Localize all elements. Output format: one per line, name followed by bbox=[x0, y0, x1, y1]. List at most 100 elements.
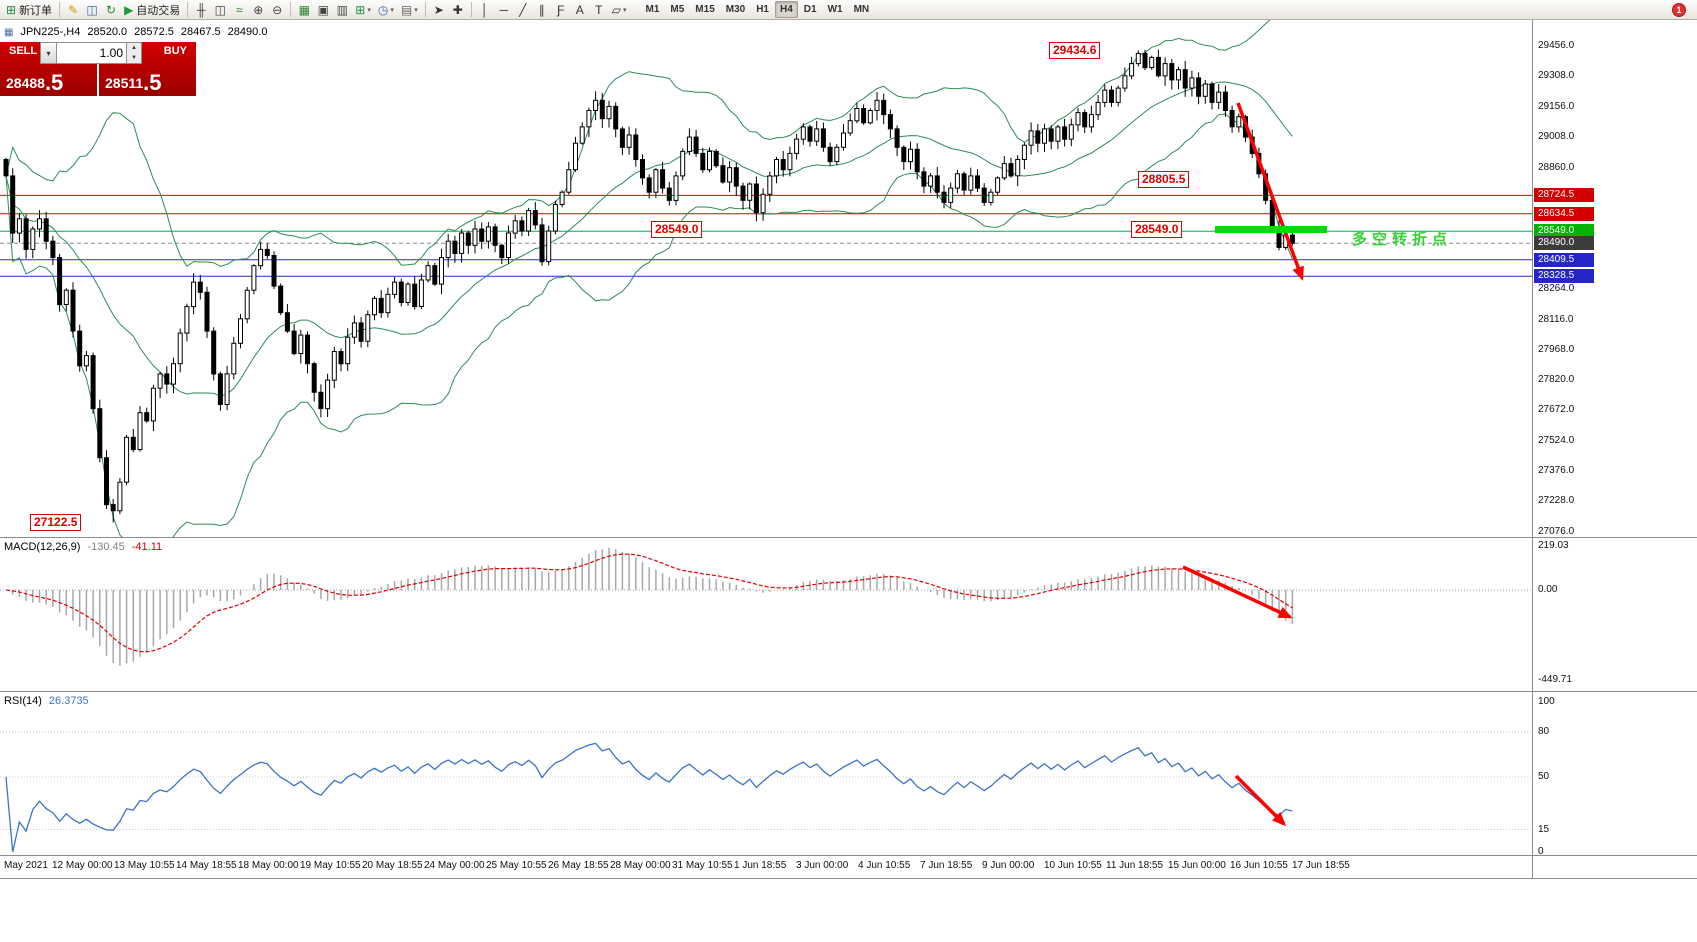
zoom-out-button[interactable]: ⊖ bbox=[268, 1, 286, 19]
price-tag: 28328.5 bbox=[1534, 269, 1594, 283]
cursor-button[interactable]: ➤ bbox=[430, 1, 448, 19]
vertical-line-button[interactable]: │ bbox=[476, 1, 494, 19]
crosshair-icon: ✚ bbox=[452, 2, 463, 17]
price-tag: 28634.5 bbox=[1534, 207, 1594, 221]
arrange-windows-button[interactable]: ▣ bbox=[314, 1, 332, 19]
timeframe-H1[interactable]: H1 bbox=[756, 4, 769, 15]
price-axis-tick: 27968.0 bbox=[1538, 344, 1575, 355]
zoom-out-icon: ⊖ bbox=[272, 2, 283, 17]
rsi-axis-tick: 0 bbox=[1538, 846, 1544, 857]
volume-increase-button[interactable]: ▲ bbox=[131, 45, 137, 51]
text-label-button[interactable]: T bbox=[590, 1, 608, 19]
sell-label: SELL bbox=[9, 45, 38, 57]
text-button[interactable]: A bbox=[571, 1, 589, 19]
grid-icon: ▦ bbox=[298, 2, 310, 17]
bollinger-lower-band[interactable] bbox=[5, 113, 1293, 538]
level-price-label-28549-left[interactable]: 28549.0 bbox=[651, 221, 703, 238]
timeframe-MN[interactable]: MN bbox=[853, 4, 870, 15]
rsi-panel[interactable]: RSI(14) 26.3735 bbox=[0, 692, 1532, 855]
price-axis-tick: 28860.0 bbox=[1538, 162, 1575, 173]
timeframe-H4[interactable]: H4 bbox=[775, 1, 798, 18]
time-axis-label: 31 May 10:55 bbox=[672, 860, 733, 871]
horizontal-line-icon: ─ bbox=[499, 2, 508, 17]
tile-windows-button[interactable]: ▥ bbox=[333, 1, 351, 19]
price-axis[interactable]: 29456.0 29308.0 29156.0 29008.0 28860.0 28264… bbox=[1532, 20, 1697, 878]
bollinger-upper-band[interactable] bbox=[5, 20, 1292, 267]
time-axis-label: 18 May 00:00 bbox=[238, 860, 299, 871]
macd-chart[interactable] bbox=[0, 538, 1532, 692]
refresh-icon: ↻ bbox=[106, 2, 117, 17]
rsi-axis-tick: 15 bbox=[1538, 824, 1550, 835]
period-button[interactable]: ◷ ▾ bbox=[375, 1, 397, 19]
panel-separator[interactable] bbox=[0, 537, 1697, 538]
metaeditor-button[interactable]: ✎ bbox=[64, 1, 82, 19]
candles bbox=[3, 49, 1295, 523]
toolbar: ⊞ 新订单 ✎ ◫ ↻ ▶ 自动交易 ╫ ◫ ≈ ⊕ ⊖ ▦ ▣ ▥ ⊞ ▾ ◷ ▾ ▤ ▾ ➤ ✚ │ ─ ╱ ∥ Ƒ A T ▱ ▾ M1… bbox=[0, 0, 1697, 20]
open-value: 28520.0 bbox=[87, 26, 128, 38]
timeframe-W1[interactable]: W1 bbox=[827, 4, 843, 15]
timeframe-D1[interactable]: D1 bbox=[803, 4, 817, 15]
pivot-highlight-segment[interactable] bbox=[1215, 226, 1327, 233]
bull-bear-turning-point-note[interactable]: 多空转折点 bbox=[1352, 231, 1453, 248]
time-axis-label: 25 May 10:55 bbox=[486, 860, 547, 871]
line-chart-icon: ≈ bbox=[236, 2, 243, 17]
toolbar-separator bbox=[470, 2, 472, 17]
shapes-icon: ▱ bbox=[611, 2, 621, 17]
timeframe-group: M1 M5 M15 M30 H1 H4 D1 W1 MN bbox=[640, 1, 874, 18]
time-axis-label: 15 Jun 00:00 bbox=[1168, 860, 1226, 871]
chart-ohlc-info: ▦ JPN225-,H4 28520.0 28572.5 28467.5 284… bbox=[4, 26, 267, 38]
chevron-down-icon: ▾ bbox=[390, 6, 394, 14]
volume-decrease-button[interactable]: ▼ bbox=[131, 55, 137, 61]
toolbar-separator bbox=[424, 2, 426, 17]
main-chart-panel[interactable]: ▦ JPN225-,H4 28520.0 28572.5 28467.5 284… bbox=[0, 20, 1532, 538]
candlestick-chart-button[interactable]: ◫ bbox=[211, 1, 229, 19]
time-axis[interactable]: May 2021 12 May 00:00 13 May 10:55 14 May 1… bbox=[0, 856, 1532, 878]
timeframe-M1[interactable]: M1 bbox=[645, 4, 660, 15]
high-price-label[interactable]: 29434.6 bbox=[1049, 42, 1101, 59]
grid-button[interactable]: ▦ bbox=[295, 1, 313, 19]
time-axis-label: 17 Jun 18:55 bbox=[1292, 860, 1350, 871]
rsi-chart[interactable] bbox=[0, 692, 1532, 855]
bollinger-middle-band[interactable] bbox=[5, 81, 1293, 397]
new-chart-button[interactable]: ⊞ ▾ bbox=[352, 1, 374, 19]
level-price-label-28805[interactable]: 28805.5 bbox=[1138, 171, 1190, 188]
macd-signal-line bbox=[5, 553, 1293, 653]
zoom-in-button[interactable]: ⊕ bbox=[249, 1, 267, 19]
trend-arrow[interactable] bbox=[1236, 102, 1304, 281]
refresh-button[interactable]: ↻ bbox=[102, 1, 120, 19]
new-order-button[interactable]: ⊞ 新订单 bbox=[6, 2, 53, 17]
trendline-button[interactable]: ╱ bbox=[514, 1, 532, 19]
notification-badge[interactable]: 1 bbox=[1672, 2, 1686, 17]
line-chart-button[interactable]: ≈ bbox=[230, 1, 248, 19]
price-axis-tick: 29456.0 bbox=[1538, 40, 1575, 51]
low-price-label[interactable]: 27122.5 bbox=[30, 514, 82, 531]
buy-price: 28511 .5 bbox=[105, 70, 162, 95]
toolbar-items: ⊞ 新订单 ✎ ◫ ↻ ▶ 自动交易 ╫ ◫ ≈ ⊕ ⊖ ▦ ▣ ▥ ⊞ ▾ ◷ ▾ ▤ ▾ ➤ ✚ │ ─ ╱ ∥ Ƒ A T ▱ ▾ bbox=[3, 1, 629, 19]
trend-arrow[interactable] bbox=[1234, 774, 1287, 827]
candlestick-chart[interactable] bbox=[0, 20, 1532, 538]
bar-chart-button[interactable]: ╫ bbox=[192, 1, 210, 19]
crosshair-button[interactable]: ✚ bbox=[449, 1, 467, 19]
close-value: 28490.0 bbox=[227, 26, 268, 38]
market-watch-button[interactable]: ◫ bbox=[83, 1, 101, 19]
fibonacci-button[interactable]: Ƒ bbox=[552, 1, 570, 19]
volume-input[interactable] bbox=[57, 42, 127, 64]
equidistant-channel-button[interactable]: ∥ bbox=[533, 1, 551, 19]
trend-arrow[interactable] bbox=[1182, 565, 1293, 619]
timeframe-M5[interactable]: M5 bbox=[670, 4, 685, 15]
volume-preset-dropdown[interactable]: ▾ bbox=[40, 42, 57, 64]
level-price-label-28549-right[interactable]: 28549.0 bbox=[1131, 221, 1183, 238]
chart-properties-button[interactable]: ▤ ▾ bbox=[398, 1, 421, 19]
panel-separator[interactable] bbox=[0, 691, 1697, 692]
timeframe-M15[interactable]: M15 bbox=[695, 4, 715, 15]
timeframe-M30[interactable]: M30 bbox=[725, 4, 746, 15]
horizontal-line-button[interactable]: ─ bbox=[495, 1, 513, 19]
macd-panel[interactable]: MACD(12,26,9) -130.45 -41.11 bbox=[0, 538, 1532, 692]
price-axis-tick: 27820.0 bbox=[1538, 374, 1575, 385]
rsi-axis-tick: 80 bbox=[1538, 726, 1550, 737]
low-value: 28467.5 bbox=[180, 26, 221, 38]
shapes-button[interactable]: ▱ ▾ bbox=[609, 1, 630, 19]
macd-histogram bbox=[11, 547, 1294, 666]
autotrading-button[interactable]: ▶ 自动交易 bbox=[124, 2, 181, 17]
tile-windows-icon: ▥ bbox=[336, 2, 348, 17]
